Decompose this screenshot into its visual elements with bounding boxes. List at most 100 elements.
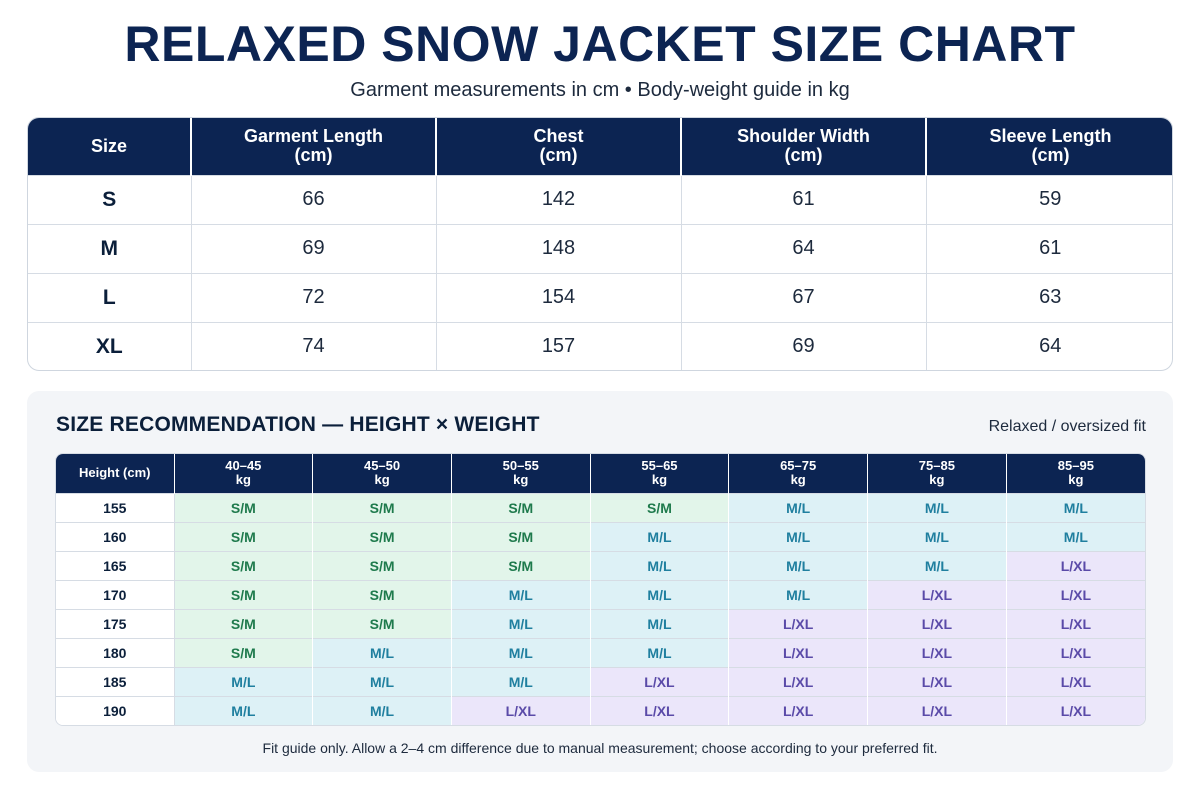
size-recommendation-cell: L/XL — [590, 695, 730, 725]
footnote: Fit guide only. Allow a 2–4 cm differenc… — [262, 740, 938, 756]
size-recommendation-cell: M/L — [451, 637, 591, 667]
measurement-value: 61 — [926, 223, 1172, 273]
measurement-row: L 72 154 67 63 — [28, 272, 1172, 322]
size-label: XL — [28, 321, 192, 370]
measurement-row: S 66 142 61 59 — [28, 174, 1172, 224]
column-header-unit: (cm) — [294, 145, 333, 166]
size-recommendation-cell: M/L — [867, 521, 1007, 551]
size-recommendation-cell: L/XL — [867, 608, 1007, 638]
weight-column-header: 65–75 kg — [728, 454, 869, 493]
measurement-row: XL 74 157 69 64 — [28, 321, 1172, 370]
size-recommendation-cell: M/L — [174, 666, 314, 696]
measurement-value: 148 — [436, 223, 682, 273]
measurement-column-header: Shoulder Width (cm) — [681, 118, 927, 175]
weight-range: 55–65 — [641, 458, 678, 474]
height-label: 165 — [56, 550, 175, 580]
size-recommendation-cell: M/L — [590, 608, 730, 638]
size-recommendation-cell: S/M — [451, 550, 591, 580]
measurement-value: 66 — [191, 174, 437, 224]
size-recommendation-cell: M/L — [590, 550, 730, 580]
size-recommendation-cell: M/L — [451, 608, 591, 638]
size-recommendation-cell: M/L — [590, 579, 730, 609]
height-label: 175 — [56, 608, 175, 638]
measurement-column-header: Size — [28, 118, 192, 175]
fit-note: Relaxed / oversized fit — [988, 418, 1146, 435]
height-label: 160 — [56, 521, 175, 551]
height-column-header: Height (cm) — [56, 454, 175, 493]
size-recommendation-cell: S/M — [590, 492, 730, 522]
measurement-table-container: Size Garment Length (cm) Chest (cm) Shoulder … — [27, 117, 1173, 371]
height-label: 170 — [56, 579, 175, 609]
size-recommendation-cell: S/M — [174, 550, 314, 580]
weight-range: 50–55 — [502, 458, 539, 474]
column-header-label: Garment Length — [243, 126, 383, 147]
height-label: 185 — [56, 666, 175, 696]
size-recommendation-cell: M/L — [312, 666, 452, 696]
recommendation-grid-container: Height (cm) 40–45 kg 45–50 kg 50–55 kg 55–65 kg… — [55, 453, 1146, 726]
height-label: 155 — [56, 492, 175, 522]
grid-row: 185 M/L M/L M/L L/XL L/XL L/XL L/XL — [56, 666, 1145, 696]
size-recommendation-cell: S/M — [312, 579, 452, 609]
size-recommendation-cell: S/M — [174, 521, 314, 551]
size-recommendation-cell: S/M — [174, 492, 314, 522]
weight-range: 45–50 — [363, 458, 401, 474]
column-header-unit: (cm) — [539, 145, 578, 166]
size-recommendation-cell: L/XL — [867, 579, 1007, 609]
size-recommendation-cell: L/XL — [728, 608, 869, 638]
measurement-body: S 66 142 61 59 M 69 148 64 61 L 72 154 67 63 XL 74 157 69 6… — [28, 174, 1172, 370]
size-recommendation-cell: L/XL — [1006, 579, 1145, 609]
measurement-value: 142 — [436, 174, 682, 224]
size-label: M — [28, 223, 192, 273]
weight-range: 75–85 — [918, 458, 955, 474]
measurement-value: 154 — [436, 272, 682, 322]
size-recommendation-cell: M/L — [1006, 492, 1145, 522]
measurement-column-header: Sleeve Length (cm) — [926, 118, 1172, 175]
size-recommendation-cell: S/M — [312, 550, 452, 580]
size-recommendation-cell: S/M — [174, 608, 314, 638]
size-recommendation-cell: S/M — [174, 579, 314, 609]
size-recommendation-cell: L/XL — [867, 637, 1007, 667]
size-recommendation-panel: SIZE RECOMMENDATION — HEIGHT × WEIGHT Re… — [27, 391, 1173, 772]
height-label: 180 — [56, 637, 175, 667]
grid-row: 180 S/M M/L M/L M/L L/XL L/XL L/XL — [56, 637, 1145, 667]
weight-column-header: 75–85 kg — [867, 454, 1007, 493]
size-recommendation-cell: L/XL — [867, 695, 1007, 725]
size-label: S — [28, 174, 192, 224]
size-recommendation-cell: L/XL — [451, 695, 591, 725]
measurement-value: 61 — [681, 174, 927, 224]
grid-row: 170 S/M S/M M/L M/L M/L L/XL L/XL — [56, 579, 1145, 609]
size-recommendation-cell: L/XL — [1006, 608, 1145, 638]
weight-range: 85–95 — [1057, 458, 1094, 474]
measurement-value: 59 — [926, 174, 1172, 224]
column-header-unit: (cm) — [784, 145, 823, 166]
recommendation-grid: Height (cm) 40–45 kg 45–50 kg 50–55 kg 55–65 kg… — [56, 454, 1145, 725]
measurement-value: 74 — [191, 321, 437, 370]
measurement-value: 67 — [681, 272, 927, 322]
size-recommendation-cell: M/L — [1006, 521, 1145, 551]
recommendation-title: SIZE RECOMMENDATION — HEIGHT × WEIGHT — [56, 413, 540, 436]
size-recommendation-cell: L/XL — [728, 637, 869, 667]
size-recommendation-cell: L/XL — [1006, 637, 1145, 667]
size-recommendation-cell: M/L — [174, 695, 314, 725]
page-subtitle: Garment measurements in cm • Body-weight… — [350, 79, 850, 101]
size-recommendation-cell: M/L — [728, 492, 869, 522]
size-recommendation-cell: M/L — [590, 637, 730, 667]
weight-unit: kg — [513, 472, 529, 488]
grid-row: 155 S/M S/M S/M S/M M/L M/L M/L — [56, 492, 1145, 522]
weight-unit: kg — [651, 472, 668, 488]
size-recommendation-cell: L/XL — [728, 666, 869, 696]
size-recommendation-cell: M/L — [312, 695, 452, 725]
size-recommendation-cell: S/M — [312, 492, 452, 522]
column-header-unit: (cm) — [1031, 145, 1070, 166]
size-recommendation-cell: M/L — [728, 550, 869, 580]
measurement-header-row: Size Garment Length (cm) Chest (cm) Shoulder … — [28, 118, 1172, 175]
size-recommendation-cell: M/L — [590, 521, 730, 551]
size-recommendation-cell: S/M — [451, 492, 591, 522]
measurement-value: 64 — [926, 321, 1172, 370]
weight-unit: kg — [374, 472, 390, 488]
grid-row: 175 S/M S/M M/L M/L L/XL L/XL L/XL — [56, 608, 1145, 638]
size-recommendation-cell: L/XL — [1006, 666, 1145, 696]
page-title: RELAXED SNOW JACKET SIZE CHART — [124, 16, 1076, 72]
size-recommendation-cell: M/L — [451, 579, 591, 609]
weight-unit: kg — [1068, 472, 1084, 488]
